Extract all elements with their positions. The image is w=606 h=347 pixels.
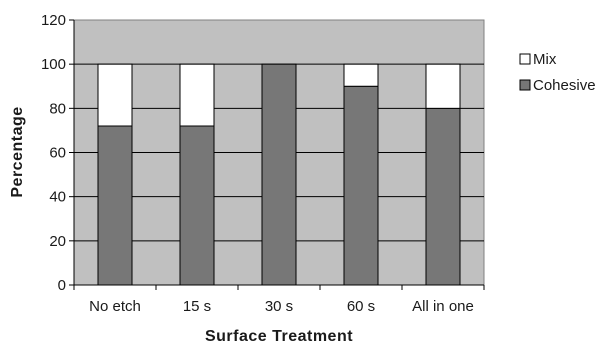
legend-label: Cohesive: [533, 77, 596, 94]
bar-cohesive: [261, 63, 297, 286]
legend: Mix Cohesive: [519, 51, 596, 94]
bars: [97, 63, 461, 286]
x-tick-label: No etch: [89, 298, 141, 315]
bar-cohesive: [179, 125, 215, 286]
y-tick-label: 40: [49, 189, 66, 206]
legend-label: Mix: [533, 51, 557, 68]
y-tick-label: 120: [41, 12, 66, 29]
bar-mix: [179, 63, 215, 127]
y-tick-label: 100: [41, 56, 66, 73]
x-ticks: No etch 15 s 30 s 60 s All in one: [73, 285, 485, 315]
x-tick-label: All in one: [412, 298, 474, 315]
bar-mix: [425, 63, 461, 109]
legend-swatch: [519, 79, 531, 91]
bar-mix: [97, 63, 133, 127]
y-tick-label: 80: [49, 100, 66, 117]
bar-cohesive: [425, 107, 461, 286]
bar-cohesive: [343, 85, 379, 286]
x-axis-title: Surface Treatment: [205, 328, 353, 345]
y-axis-title: Percentage: [9, 106, 26, 197]
y-tick-label: 0: [58, 277, 66, 294]
x-tick-label: 60 s: [347, 298, 375, 315]
x-tick-label: 15 s: [183, 298, 211, 315]
y-ticks: 0 20 40 60 80 100 120: [41, 12, 74, 294]
bar-mix: [343, 63, 379, 87]
y-tick-label: 60: [49, 145, 66, 162]
y-tick-label: 20: [49, 233, 66, 250]
bar-cohesive: [97, 125, 133, 286]
legend-swatch: [519, 53, 531, 65]
x-tick-label: 30 s: [265, 298, 293, 315]
